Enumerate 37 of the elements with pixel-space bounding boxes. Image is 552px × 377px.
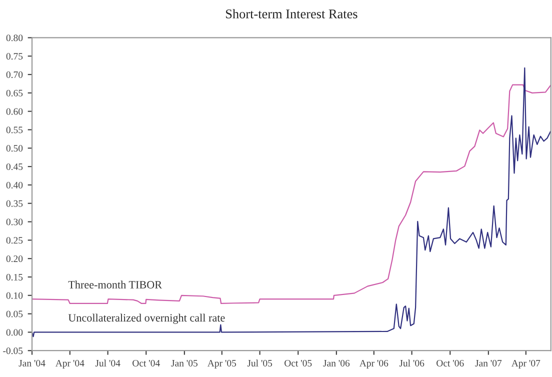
x-tick-label: Apr '04: [55, 360, 84, 368]
series-label: Uncollateralized overnight call rate: [68, 314, 225, 324]
line-series: [32, 84, 551, 304]
y-tick-label: 0.40: [6, 182, 23, 188]
y-tick-label: 0.25: [6, 237, 23, 244]
chart-title: Short-term Interest Rates: [226, 9, 358, 18]
x-tick-label: Jul '04: [95, 360, 120, 366]
line-series: [32, 67, 551, 338]
x-tick-label: Jan '05: [171, 360, 198, 366]
y-tick-label: 0.20: [6, 255, 23, 262]
y-tick-label: 0.45: [6, 163, 23, 170]
y-tick-label: 0.70: [6, 71, 23, 78]
y-tick-label: 0.80: [6, 34, 23, 42]
y-tick-label: 0.50: [6, 145, 23, 152]
x-tick-label: Jan '06: [323, 360, 350, 366]
y-tick-label: 0.30: [6, 218, 23, 226]
x-tick-label: Apr '06: [359, 360, 388, 368]
y-tick-label: 0.10: [6, 292, 23, 299]
y-tick-label: 0.00: [6, 329, 23, 336]
series-label: Three-month TIBOR: [68, 280, 162, 288]
y-tick-label: 0.15: [6, 274, 23, 280]
y-tick-label: 0.35: [6, 200, 23, 207]
x-tick-label: Jan '07: [475, 360, 502, 366]
y-tick-label: 0.55: [6, 126, 23, 134]
x-tick-label: Jul '05: [247, 360, 272, 366]
x-tick-label: Apr '05: [207, 360, 236, 368]
x-tick-label: Oct '06: [436, 360, 464, 366]
y-tick-label: 0.60: [6, 108, 23, 115]
y-tick-label: 0.65: [6, 90, 23, 96]
y-tick-label: 0.05: [6, 310, 23, 318]
x-tick-label: Jan '04: [18, 360, 46, 366]
x-tick-label: Apr '07: [511, 360, 540, 368]
x-tick-label: Oct '05: [284, 360, 312, 366]
x-tick-label: Oct '04: [132, 360, 160, 366]
y-tick-label: 0.75: [6, 53, 23, 60]
x-tick-label: Jul '06: [399, 360, 424, 366]
y-tick-label: -0.05: [3, 348, 23, 354]
